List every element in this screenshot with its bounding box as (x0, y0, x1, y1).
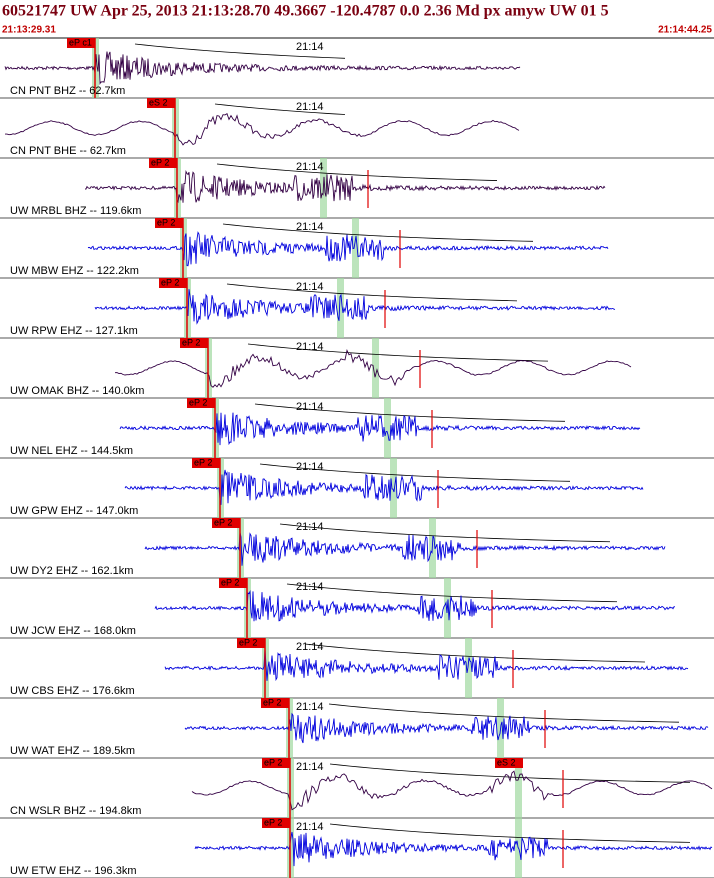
green-band (337, 278, 344, 338)
trace-label: CN PNT BHZ -- 62.7km (10, 85, 125, 97)
time-marker: 21:14 (296, 221, 324, 233)
green-band (372, 338, 379, 398)
trace-label: UW RPW EHZ -- 127.1km (10, 325, 138, 337)
pick-label: eP 2 (151, 157, 169, 167)
waveform (154, 590, 676, 622)
trace-label: UW JCW EHZ -- 168.0km (10, 625, 136, 637)
pick-label: eP 2 (214, 517, 232, 527)
decay-curve (286, 583, 618, 603)
waveform (191, 770, 713, 811)
trace-label: UW WAT EHZ -- 189.5km (10, 745, 135, 757)
pick-box (237, 638, 265, 648)
green-band (352, 218, 359, 278)
decay-curve (329, 823, 691, 843)
pick-box (155, 218, 183, 228)
waveform (119, 412, 641, 446)
waveform (194, 831, 713, 867)
pick-label: eP 2 (264, 817, 282, 827)
pick-label: eP 2 (263, 697, 281, 707)
pick-box (67, 38, 95, 48)
decay-curve (247, 343, 549, 362)
pick-box (159, 278, 187, 288)
pick-box (187, 398, 215, 408)
end-time: 21:14:44.25 (658, 25, 712, 36)
time-marker: 21:14 (296, 461, 324, 473)
header-title: 60521747 UW Apr 25, 2013 21:13:28.70 49.… (2, 3, 609, 20)
waveform (124, 469, 644, 505)
decay-curve (259, 463, 571, 482)
pick-box (261, 698, 289, 708)
green-band (515, 758, 522, 818)
waveform (114, 348, 632, 388)
pick-box (212, 518, 240, 528)
time-marker: 21:14 (296, 341, 324, 353)
waveform (94, 289, 616, 325)
decay-curve (254, 403, 566, 422)
pick-box (262, 818, 290, 828)
decay-curve (216, 163, 498, 181)
pick-box (192, 458, 220, 468)
time-marker: 21:14 (296, 581, 324, 593)
decay-curve (222, 223, 534, 242)
pick-label: eP c1 (69, 37, 92, 47)
time-marker: 21:14 (296, 521, 324, 533)
waveform (4, 51, 521, 85)
pick-label: eP 2 (264, 757, 282, 767)
decay-curve (304, 643, 646, 663)
time-marker: 21:14 (296, 821, 324, 833)
decay-curve (329, 763, 691, 783)
waveform (85, 169, 606, 204)
time-marker: 21:14 (296, 641, 324, 653)
time-marker: 21:14 (296, 761, 324, 773)
green-band (390, 458, 397, 518)
decay-curve (328, 703, 680, 723)
time-marker: 21:14 (296, 401, 324, 413)
waveform (184, 712, 709, 744)
pick-box (262, 758, 290, 768)
pick-box (149, 158, 177, 168)
green-band (465, 638, 472, 698)
pick-label: eP 2 (182, 337, 200, 347)
pick-box (219, 578, 247, 588)
pick-box (147, 98, 175, 108)
pick-label: eP 2 (221, 577, 239, 587)
decay-curve (226, 283, 518, 302)
decay-curve (134, 43, 346, 59)
time-marker: 21:14 (296, 281, 324, 293)
pick-box (180, 338, 208, 348)
waveform (5, 113, 520, 146)
waveform (144, 532, 666, 566)
time-marker: 21:14 (296, 41, 324, 53)
pick-label: eP 2 (157, 217, 175, 227)
pick-label: eS 2 (497, 757, 516, 767)
trace-label: CN PNT BHE -- 62.7km (10, 145, 126, 157)
pick-box (495, 758, 523, 768)
trace-label: UW OMAK BHZ -- 140.0km (10, 385, 144, 397)
trace-label: CN WSLR BHZ -- 194.8km (10, 805, 141, 817)
pick-label: eP 2 (194, 457, 212, 467)
waveform (164, 648, 689, 682)
waveform (87, 231, 609, 267)
time-marker: 21:14 (296, 701, 324, 713)
start-time: 21:13:29.31 (2, 25, 56, 36)
decay-curve (279, 523, 611, 543)
trace-label: UW CBS EHZ -- 176.6km (10, 685, 135, 697)
pick-label: eP 2 (239, 637, 257, 647)
time-marker: 21:14 (296, 101, 324, 113)
trace-label: UW DY2 EHZ -- 162.1km (10, 565, 133, 577)
time-marker: 21:14 (296, 161, 324, 173)
pick-label: eP 2 (161, 277, 179, 287)
trace-label: UW MBW EHZ -- 122.2km (10, 265, 139, 277)
trace-label: UW NEL EHZ -- 144.5km (10, 445, 133, 457)
pick-label: eS 2 (149, 97, 168, 107)
trace-label: UW MRBL BHZ -- 119.6km (10, 205, 141, 217)
trace-label: UW GPW EHZ -- 147.0km (10, 505, 138, 517)
trace-label: UW ETW EHZ -- 196.3km (10, 865, 137, 877)
green-band (384, 398, 391, 458)
decay-curve (214, 103, 346, 115)
pick-label: eP 2 (189, 397, 207, 407)
